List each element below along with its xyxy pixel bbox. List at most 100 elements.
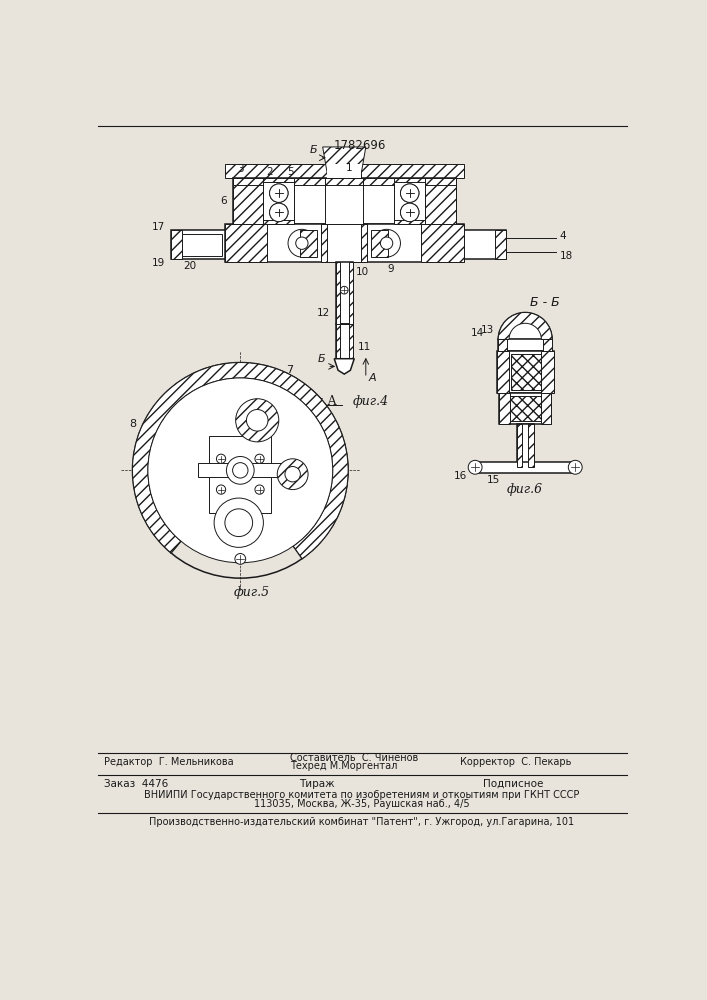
Text: Подписное: Подписное xyxy=(483,779,543,789)
Text: Производственно-издательский комбинат "Патент", г. Ужгород, ул.Гагарина, 101: Производственно-издательский комбинат "П… xyxy=(149,817,575,827)
Circle shape xyxy=(216,454,226,463)
Text: 17: 17 xyxy=(151,222,165,232)
Circle shape xyxy=(285,466,300,482)
Bar xyxy=(528,424,534,466)
Circle shape xyxy=(233,463,248,478)
Bar xyxy=(395,182,425,220)
Bar xyxy=(543,339,552,351)
Circle shape xyxy=(226,456,254,484)
Bar xyxy=(361,224,368,262)
Text: Корректор  С. Пекарь: Корректор С. Пекарь xyxy=(460,757,571,767)
Bar xyxy=(264,182,294,220)
Circle shape xyxy=(148,378,333,563)
Wedge shape xyxy=(132,363,348,559)
Circle shape xyxy=(468,460,482,474)
Text: 10: 10 xyxy=(356,267,369,277)
Text: 3: 3 xyxy=(238,164,244,174)
Bar xyxy=(517,424,534,466)
Text: 16: 16 xyxy=(454,471,467,481)
Text: 14: 14 xyxy=(471,328,484,338)
Polygon shape xyxy=(425,178,456,224)
Polygon shape xyxy=(371,230,388,257)
Circle shape xyxy=(568,460,582,474)
Text: 12: 12 xyxy=(317,308,330,318)
Text: 11: 11 xyxy=(358,342,371,352)
Circle shape xyxy=(380,237,393,249)
Bar xyxy=(499,393,510,424)
Text: Заказ  4476: Заказ 4476 xyxy=(104,779,168,789)
Text: 2: 2 xyxy=(267,167,273,177)
Polygon shape xyxy=(225,224,267,262)
Text: 1: 1 xyxy=(346,163,352,173)
Text: 19: 19 xyxy=(151,258,165,268)
Text: 4: 4 xyxy=(560,231,566,241)
Circle shape xyxy=(400,203,419,222)
Polygon shape xyxy=(334,359,354,374)
Text: ВНИИПИ Государственного комитета по изобретениям и откоытиям при ГКНТ СССР: ВНИИПИ Государственного комитета по изоб… xyxy=(144,790,580,800)
Text: Составитель  С. Чиненов: Составитель С. Чиненов xyxy=(291,753,419,763)
Circle shape xyxy=(235,554,246,564)
Bar xyxy=(325,178,363,224)
Bar xyxy=(497,351,554,393)
Bar xyxy=(182,234,222,256)
Text: 20: 20 xyxy=(183,261,197,271)
Wedge shape xyxy=(498,312,552,339)
Text: Б - Б: Б - Б xyxy=(530,296,559,309)
Circle shape xyxy=(269,203,288,222)
Polygon shape xyxy=(395,178,425,224)
Circle shape xyxy=(269,203,288,222)
Bar xyxy=(171,230,182,259)
Wedge shape xyxy=(498,312,552,339)
Circle shape xyxy=(216,485,226,494)
Circle shape xyxy=(225,509,252,537)
Text: фиг.6: фиг.6 xyxy=(507,483,543,496)
Bar xyxy=(171,230,225,259)
Bar xyxy=(510,396,541,421)
Text: 18: 18 xyxy=(560,251,573,261)
Circle shape xyxy=(288,229,316,257)
Circle shape xyxy=(255,485,264,494)
Polygon shape xyxy=(264,178,294,224)
Bar xyxy=(225,224,464,262)
Circle shape xyxy=(277,459,308,490)
Bar xyxy=(349,262,353,324)
Bar xyxy=(510,354,541,390)
Text: Тираж: Тираж xyxy=(300,779,335,789)
Circle shape xyxy=(373,229,400,257)
Bar xyxy=(336,262,339,324)
Bar xyxy=(336,262,353,324)
Polygon shape xyxy=(336,324,353,359)
Polygon shape xyxy=(225,164,464,178)
Circle shape xyxy=(235,399,279,442)
Bar xyxy=(464,230,506,259)
Bar xyxy=(336,324,353,359)
Text: 5: 5 xyxy=(287,167,293,177)
Text: 15: 15 xyxy=(486,475,500,485)
Text: 1782696: 1782696 xyxy=(334,139,386,152)
Polygon shape xyxy=(325,178,363,185)
Circle shape xyxy=(296,237,308,249)
Bar xyxy=(198,463,283,477)
Text: Вид А: Вид А xyxy=(298,395,337,408)
Text: фиг.4: фиг.4 xyxy=(353,395,390,408)
Circle shape xyxy=(400,203,419,222)
Text: 6: 6 xyxy=(220,196,226,206)
Text: 7: 7 xyxy=(286,365,293,375)
Text: Редактор  Г. Мельникова: Редактор Г. Мельникова xyxy=(104,757,233,767)
Circle shape xyxy=(400,184,419,202)
Bar xyxy=(541,393,551,424)
Bar xyxy=(475,462,575,473)
Polygon shape xyxy=(233,178,264,224)
Circle shape xyxy=(255,454,264,463)
Text: 9: 9 xyxy=(387,264,394,274)
Bar xyxy=(498,339,508,351)
Bar xyxy=(499,393,551,424)
Bar xyxy=(264,182,294,220)
Polygon shape xyxy=(322,147,366,174)
Bar xyxy=(209,436,271,513)
Circle shape xyxy=(269,184,288,202)
Text: Б: Б xyxy=(317,354,325,364)
Circle shape xyxy=(340,286,348,294)
Bar xyxy=(495,230,506,259)
Bar xyxy=(497,351,509,393)
